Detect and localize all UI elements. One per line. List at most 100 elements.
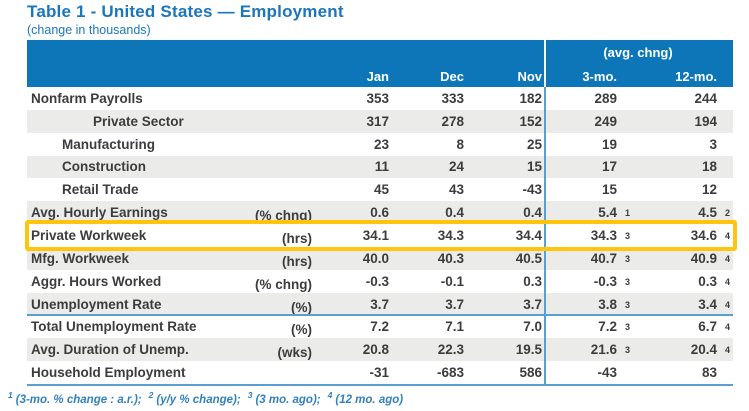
superscript: 3 <box>624 230 630 241</box>
value-cell: 19 <box>542 137 617 152</box>
column-divider-line <box>544 87 546 384</box>
value: 194 <box>694 113 717 129</box>
value-cell: 182 <box>464 91 542 106</box>
value: 333 <box>441 90 464 106</box>
row-label: Construction <box>62 159 146 175</box>
value-cell: 20.4 4 <box>617 342 730 357</box>
value-cell: 40.9 4 <box>617 250 730 266</box>
table-row: Private Sector 317 278 152 249 194 <box>27 109 733 133</box>
table-row: Total Unemployment Rate (%) 7.2 7.1 7.0 7.2 3 6… <box>27 314 733 338</box>
footnote-superscript: 1 <box>8 390 13 400</box>
value-cell: 278 <box>389 114 464 129</box>
value: 45 <box>373 182 389 198</box>
value-cell: 17 <box>542 159 617 174</box>
row-label: Unemployment Rate <box>31 296 162 312</box>
row-label-cell: Total Unemployment Rate (%) <box>27 319 315 337</box>
table-body: Nonfarm Payrolls 353 333 182 289 244 Private S… <box>27 87 733 384</box>
table-row: Avg. Hourly Earnings (% chng) 0.6 0.4 0.4 5.4… <box>27 201 733 225</box>
superscript: 4 <box>724 299 730 310</box>
table-row: Construction 11 24 15 17 18 <box>27 155 733 179</box>
row-unit: (% chng) <box>255 208 312 224</box>
row-label: Total Unemployment Rate <box>31 319 197 335</box>
value-cell: 0.3 <box>464 274 542 289</box>
row-unit: (wks) <box>277 345 312 361</box>
column-header-nov: Nov <box>517 69 542 84</box>
value-cell: 40.5 <box>464 251 542 266</box>
value: -43 <box>597 365 617 381</box>
row-label: Mfg. Workweek <box>31 250 130 266</box>
value: 289 <box>594 90 617 106</box>
value: 19.5 <box>515 342 542 358</box>
footnote-superscript: 3 <box>247 390 253 400</box>
value-cell: 3.8 3 <box>542 296 630 312</box>
value: 3.8 <box>598 296 617 312</box>
value: 40.9 <box>690 250 717 266</box>
avg-chng-group-label: (avg. chng) <box>603 45 673 60</box>
row-label: Nonfarm Payrolls <box>31 90 143 106</box>
value: 0.4 <box>523 205 542 221</box>
superscript: 3 <box>624 345 630 356</box>
row-unit: (%) <box>291 299 312 315</box>
row-label: Manufacturing <box>62 136 155 152</box>
row-label-cell: Construction <box>27 159 315 174</box>
value: 7.2 <box>598 319 617 335</box>
value-cell: 3.7 <box>389 297 464 312</box>
value-cell: 317 <box>315 114 389 129</box>
row-unit: (hrs) <box>282 230 312 246</box>
value: 15 <box>601 182 617 198</box>
value-cell: 83 <box>617 365 717 380</box>
value: 182 <box>519 90 542 106</box>
column-header-jan: Jan <box>366 69 389 84</box>
value-cell: 353 <box>315 91 389 106</box>
row-label-cell: Nonfarm Payrolls <box>27 91 315 106</box>
row-label: Avg. Hourly Earnings <box>31 205 168 221</box>
value: -0.3 <box>365 273 389 289</box>
value-cell: 34.4 <box>464 228 542 243</box>
superscript: 1 <box>624 208 630 219</box>
row-unit: (% chng) <box>255 276 312 292</box>
row-label-cell: Aggr. Hours Worked (% chng) <box>27 274 315 292</box>
footnote: 1 (3-mo. % change : a.r.); 2 (y/y % change)… <box>8 390 728 406</box>
table-row: Retail Trade 45 43 -43 15 12 <box>27 178 733 201</box>
value-cell: 15 <box>464 159 542 174</box>
value: 34.1 <box>362 227 389 243</box>
value: -43 <box>522 182 542 198</box>
value-cell: 5.4 1 <box>542 205 630 221</box>
value-cell: 34.6 4 <box>617 228 730 243</box>
value: 34.3 <box>590 227 617 243</box>
value-cell: 244 <box>617 91 717 106</box>
superscript: 3 <box>624 322 630 333</box>
superscript: 4 <box>724 345 730 356</box>
value-cell: 15 <box>542 182 617 197</box>
value: -31 <box>369 365 389 381</box>
superscript: 3 <box>624 276 630 287</box>
value: 3.7 <box>370 296 389 312</box>
table-row: Avg. Duration of Unemp. (wks) 20.8 22.3 19.5… <box>27 338 733 362</box>
value-cell: 21.6 3 <box>542 342 630 358</box>
value-cell: 40.7 3 <box>542 250 630 266</box>
value-cell: 20.8 <box>315 342 389 357</box>
value-cell: 43 <box>389 182 464 197</box>
value: 3.4 <box>698 296 717 312</box>
row-unit: (%) <box>291 322 312 338</box>
value: 21.6 <box>590 342 617 358</box>
row-label: Private Sector <box>93 113 184 129</box>
column-header-row: Jan Dec Nov 3-mo. 12-mo. <box>27 69 733 84</box>
value-cell: 34.3 3 <box>542 227 630 243</box>
row-label: Retail Trade <box>62 182 139 198</box>
value-cell: 45 <box>315 182 389 197</box>
row-label-cell: Mfg. Workweek (hrs) <box>27 250 315 269</box>
value: 25 <box>526 136 542 152</box>
value-cell: 7.2 3 <box>542 319 630 335</box>
value: 40.7 <box>590 250 617 266</box>
value: 7.2 <box>370 319 389 335</box>
table-row: Mfg. Workweek (hrs) 40.0 40.3 40.5 40.7 3 40.9 4 <box>27 246 733 270</box>
row-label: Private Workweek <box>31 227 147 243</box>
row-label-cell: Retail Trade <box>27 182 315 197</box>
value-cell: 7.2 <box>315 319 389 334</box>
value-cell: -0.3 <box>315 274 389 289</box>
value: 5.4 <box>598 205 617 221</box>
value-cell: 333 <box>389 91 464 106</box>
value-cell: 586 <box>464 365 542 380</box>
value: 152 <box>519 113 542 129</box>
